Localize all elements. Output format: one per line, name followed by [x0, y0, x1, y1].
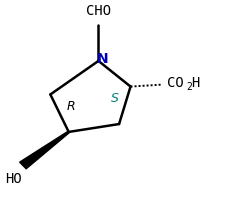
- Text: N: N: [97, 52, 109, 66]
- Text: S: S: [111, 92, 118, 105]
- Text: H: H: [191, 76, 200, 90]
- Text: R: R: [67, 100, 75, 113]
- Polygon shape: [20, 131, 69, 169]
- Text: HO: HO: [5, 172, 22, 186]
- Text: CO: CO: [167, 76, 184, 90]
- Text: CHO: CHO: [86, 4, 111, 18]
- Text: 2: 2: [187, 82, 193, 92]
